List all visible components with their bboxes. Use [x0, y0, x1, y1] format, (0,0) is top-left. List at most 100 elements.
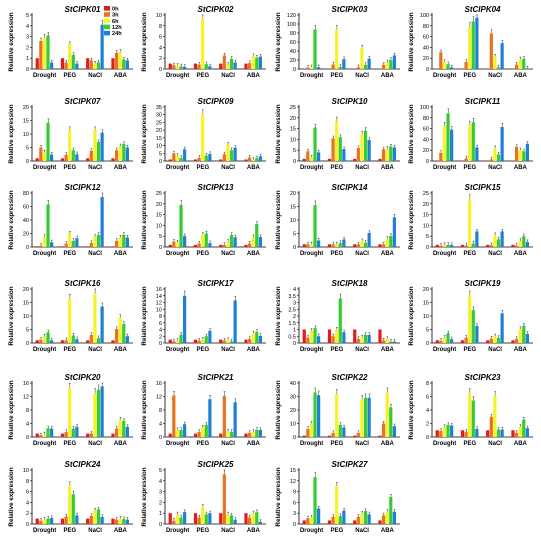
bar-peg-24h — [475, 231, 479, 247]
x-tick-label: PEG — [331, 441, 344, 447]
bar-aba-3h — [247, 157, 252, 161]
bar-nacl-24h — [367, 140, 371, 161]
y-tick-label: 40 — [23, 218, 29, 224]
bar-aba-6h — [118, 237, 122, 247]
panel-title: StCIPK22 — [331, 373, 368, 382]
bar-nacl-6h — [360, 47, 364, 69]
x-tick-label: Drought — [300, 441, 323, 447]
bar-nacl-24h — [367, 58, 371, 69]
bar-drought-3h — [306, 428, 310, 437]
bar-nacl-6h — [93, 510, 97, 524]
bar-aba-6h — [251, 431, 255, 437]
bar-aba-24h — [125, 519, 129, 524]
x-tick-label: ABA — [114, 165, 128, 171]
y-tick-label: 20 — [423, 202, 429, 208]
bar-peg-3h — [331, 138, 335, 161]
bar-peg-12h — [338, 137, 342, 161]
bar-peg-12h — [71, 150, 75, 161]
bar-peg-0h — [460, 160, 465, 161]
bar-aba-3h — [114, 240, 119, 247]
bar-peg-0h — [193, 339, 198, 343]
y-tick-label: 25 — [290, 105, 296, 111]
bar-aba-24h — [392, 426, 396, 437]
bar-peg-0h — [327, 158, 332, 161]
bar-peg-12h — [338, 298, 342, 343]
bar-peg-0h — [460, 340, 465, 343]
y-tick-label: 20 — [156, 128, 162, 134]
panel-title: StCIPK15 — [464, 183, 501, 192]
bar-drought-12h — [179, 204, 183, 247]
bar-drought-24h — [317, 152, 321, 161]
bar-peg-6h — [335, 486, 339, 524]
bar-drought-3h — [39, 520, 43, 524]
y-tick-label: 10 — [156, 13, 162, 19]
x-tick-label: NaCl — [355, 441, 369, 447]
y-tick-label: 20 — [423, 148, 429, 154]
x-tick-label: NaCl — [88, 165, 102, 171]
bar-peg-3h — [64, 340, 68, 343]
panel-title: StCIPK02 — [197, 5, 234, 14]
bar-peg-24h — [208, 243, 212, 247]
bar-peg-3h — [464, 245, 468, 247]
panel-title: StCIPK16 — [64, 279, 101, 288]
bar-nacl-12h — [229, 341, 234, 343]
bar-nacl-3h — [89, 433, 93, 437]
y-tick-label: 10 — [290, 218, 296, 224]
bar-peg-12h — [471, 243, 475, 247]
legend-label-24h: 24h — [112, 31, 122, 37]
x-tick-label: NaCl — [221, 251, 235, 257]
bar-nacl-12h — [363, 397, 368, 437]
bar-aba-6h — [251, 333, 255, 343]
x-tick-label: ABA — [114, 528, 128, 534]
panel-title: StCIPK17 — [197, 279, 234, 288]
bar-nacl-24h — [233, 402, 237, 437]
bar-drought-6h — [309, 517, 314, 524]
y-tick-label: 20 — [23, 232, 29, 238]
bar-aba-24h — [125, 237, 129, 247]
bar-nacl-12h — [96, 234, 101, 247]
bar-drought-6h — [42, 519, 47, 524]
x-tick-label: ABA — [247, 528, 261, 534]
y-tick-label: 8 — [426, 381, 429, 387]
bar-aba-24h — [525, 68, 529, 69]
bar-peg-3h — [64, 62, 68, 69]
y-tick-label: 40 — [423, 137, 429, 143]
y-tick-label: 60 — [423, 35, 429, 41]
y-tick-label: 6 — [159, 321, 162, 327]
x-tick-label: Drought — [166, 73, 189, 79]
x-tick-label: NaCl — [221, 528, 235, 534]
panel-stcipk20: StCIPK20 Relative expression 0 4 8 12 16 Drough… — [8, 373, 133, 447]
bar-peg-12h — [338, 516, 342, 524]
bar-nacl-6h — [226, 339, 230, 343]
y-tick-label: 10 — [290, 422, 296, 428]
y-tick-label: 5 — [26, 146, 29, 152]
panel-stcipk25: StCIPK25 Relative expression 0 1 2 3 4 5 Drought… — [141, 460, 266, 534]
bar-nacl-12h — [363, 130, 368, 161]
panel-stcipk02: StCIPK02 Relative expression 0 2 4 6 8 10 Drough… — [141, 5, 266, 79]
bar-peg-12h — [471, 122, 475, 161]
bar-drought-3h — [172, 241, 176, 247]
bar-nacl-12h — [96, 338, 101, 343]
bar-peg-0h — [60, 246, 65, 247]
bar-drought-3h — [439, 340, 443, 343]
bar-drought-6h — [175, 242, 180, 247]
bar-peg-0h — [327, 244, 332, 247]
y-tick-label: 5 — [159, 234, 162, 240]
bar-nacl-6h — [93, 236, 97, 247]
bar-nacl-24h — [500, 429, 504, 437]
bar-nacl-24h — [100, 306, 104, 343]
bar-peg-0h — [460, 430, 465, 437]
bar-drought-12h — [46, 204, 50, 247]
y-tick-label: 2 — [159, 500, 162, 506]
bar-aba-12h — [522, 236, 526, 247]
bar-peg-0h — [193, 63, 198, 69]
x-tick-label: NaCl — [488, 441, 502, 447]
panel-title: StCIPK10 — [331, 97, 368, 106]
y-tick-label: 2 — [26, 511, 29, 517]
bar-drought-3h — [439, 430, 443, 437]
bar-aba-0h — [511, 68, 515, 69]
bar-drought-24h — [50, 340, 54, 343]
bar-aba-12h — [122, 519, 126, 524]
bar-aba-6h — [251, 56, 255, 69]
